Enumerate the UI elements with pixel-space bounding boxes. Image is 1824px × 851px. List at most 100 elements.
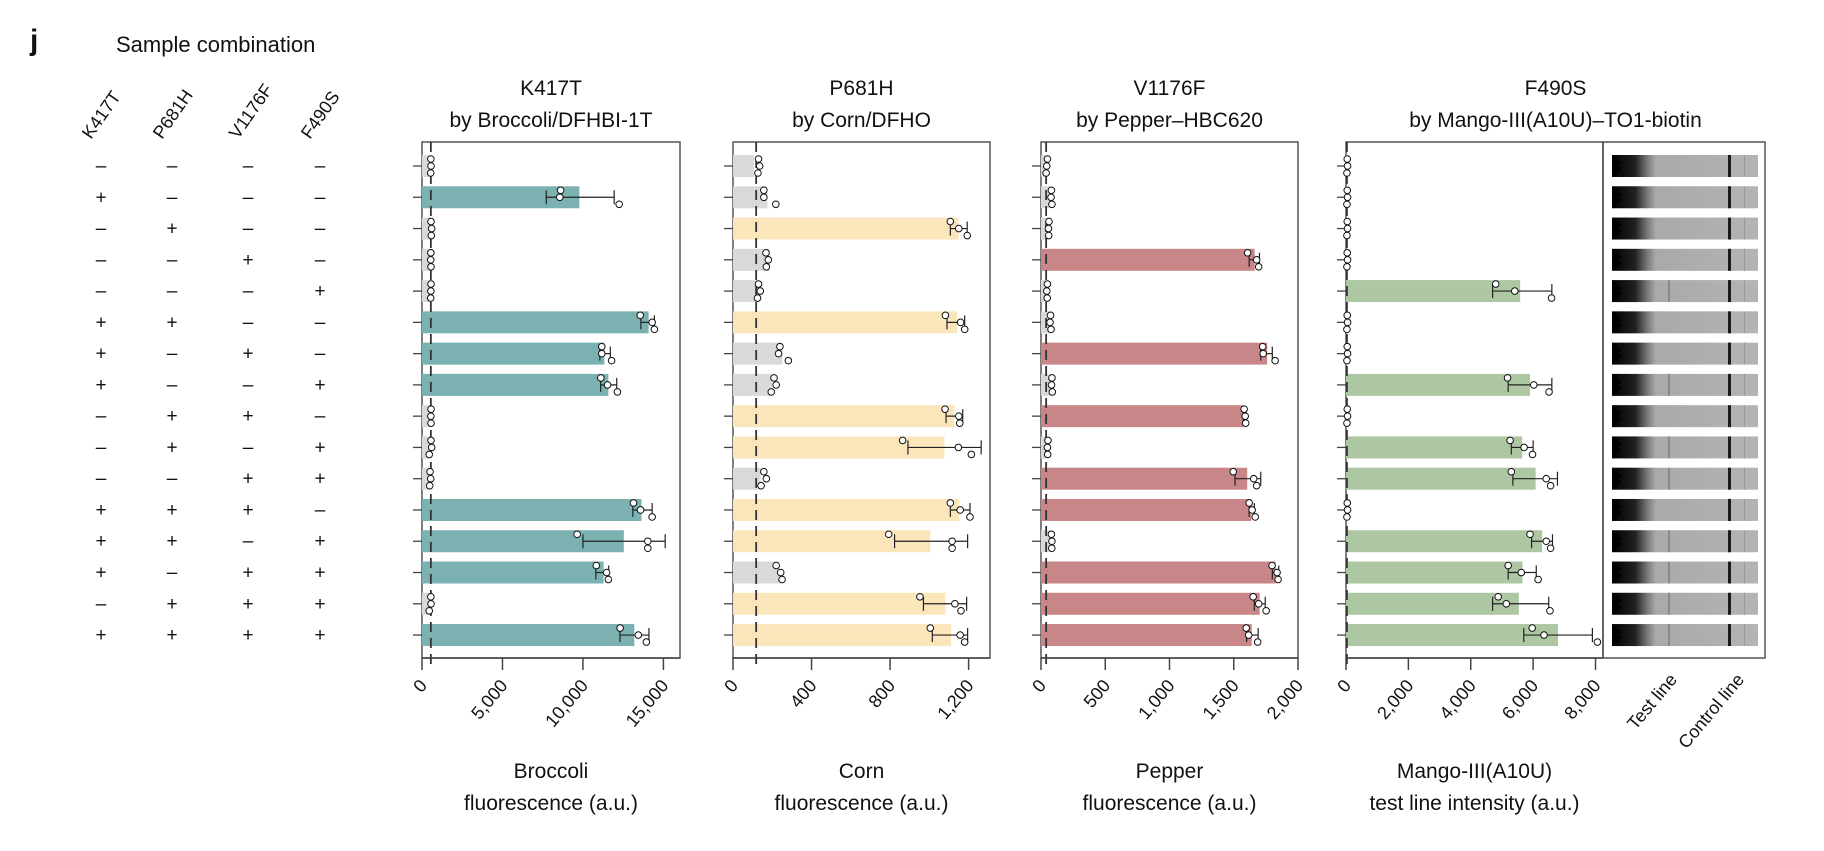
data-point xyxy=(1528,624,1537,632)
sample-cell: + xyxy=(95,375,106,396)
data-point xyxy=(427,231,436,240)
data-point xyxy=(1042,162,1051,170)
sample-cell: – xyxy=(167,563,178,584)
data-point xyxy=(427,162,435,170)
data-point xyxy=(1043,280,1052,288)
sample-cell: + xyxy=(314,563,325,584)
sample-cell: + xyxy=(95,344,106,365)
data-point xyxy=(1343,412,1352,420)
x-tick-label: 0 xyxy=(720,676,742,697)
data-point xyxy=(1044,224,1053,233)
control-line xyxy=(1728,373,1731,396)
data-point xyxy=(1047,544,1056,553)
data-point xyxy=(754,169,762,177)
data-point xyxy=(1042,287,1051,295)
data-point xyxy=(1343,169,1351,177)
data-point xyxy=(636,506,645,514)
data-point xyxy=(1343,311,1352,320)
bar xyxy=(733,373,773,396)
corn-panel: P681H by Corn/DFHO Corn fluorescence (a.u.)… xyxy=(720,77,991,815)
sample-cell: + xyxy=(242,344,253,365)
data-point xyxy=(555,193,564,202)
sample-cell: – xyxy=(167,281,178,302)
data-point xyxy=(1520,443,1528,452)
bar xyxy=(1041,530,1051,553)
sample-cell: – xyxy=(96,406,107,427)
data-point xyxy=(1253,638,1262,646)
data-point xyxy=(957,606,965,615)
data-point xyxy=(1043,294,1051,302)
data-point xyxy=(1529,381,1538,389)
data-point xyxy=(1251,513,1260,521)
pepper-panel: V1176F by Pepper–HBC620 Pepper fluorescence… xyxy=(1028,77,1307,815)
data-point xyxy=(1229,467,1238,476)
data-point xyxy=(1507,467,1516,476)
test-line xyxy=(1668,373,1670,396)
x-tick-label: 0 xyxy=(1333,676,1355,697)
data-point xyxy=(764,256,773,264)
data-point xyxy=(1343,224,1352,233)
bar xyxy=(422,248,430,271)
bar xyxy=(733,155,755,177)
bar xyxy=(1041,498,1252,521)
sample-cell: – xyxy=(315,250,326,271)
strip-end xyxy=(1744,342,1745,365)
data-point xyxy=(427,436,435,445)
gel-strip xyxy=(1612,248,1758,271)
sample-cell: – xyxy=(96,219,107,240)
data-point xyxy=(426,169,435,177)
broccoli-panel: K417T by Broccoli/DFHBI-1T Broccoli fluores… xyxy=(409,77,681,815)
data-point xyxy=(1593,638,1602,646)
x-tick-label: 400 xyxy=(786,676,821,712)
data-point xyxy=(784,356,793,365)
sample-cell: – xyxy=(243,187,254,208)
bar xyxy=(1041,342,1268,365)
sample-pad-mark xyxy=(1612,343,1622,364)
sample-cell: + xyxy=(242,469,253,490)
bar xyxy=(422,217,431,240)
data-point xyxy=(1343,200,1351,209)
bar xyxy=(422,405,431,428)
gel-label-test-line: Test line xyxy=(1623,670,1681,733)
x-tick-label: 500 xyxy=(1080,676,1115,712)
column-header: F490S xyxy=(297,87,344,142)
sample-cell: – xyxy=(243,531,254,552)
data-point xyxy=(754,155,763,163)
data-point xyxy=(951,599,959,608)
test-line xyxy=(1668,530,1670,553)
data-point xyxy=(956,506,964,514)
gel-strip xyxy=(1612,217,1758,240)
sample-cell: – xyxy=(315,312,326,333)
bar xyxy=(733,280,758,303)
data-point xyxy=(650,325,659,334)
bar xyxy=(1346,280,1521,303)
sample-cell: + xyxy=(95,563,106,584)
data-point xyxy=(966,513,974,521)
bar xyxy=(422,373,609,396)
data-point xyxy=(778,575,786,584)
sample-pad-mark xyxy=(1612,562,1622,583)
sample-pad-mark xyxy=(1612,468,1622,489)
data-point xyxy=(1506,436,1514,445)
sample-cell: – xyxy=(96,437,107,458)
data-point xyxy=(1343,155,1352,163)
data-point xyxy=(1546,544,1555,553)
strip-body xyxy=(1612,373,1758,396)
bar xyxy=(1346,561,1523,584)
data-point xyxy=(592,561,601,570)
sample-cell: – xyxy=(167,375,178,396)
data-point xyxy=(1546,606,1554,615)
data-point xyxy=(644,537,652,546)
data-point xyxy=(770,374,778,382)
data-point xyxy=(956,318,965,327)
bar xyxy=(733,217,959,240)
data-point xyxy=(1044,436,1052,445)
data-point xyxy=(1273,568,1281,577)
sample-cell: – xyxy=(167,187,178,208)
data-point xyxy=(948,537,956,546)
x-tick-label: 6,000 xyxy=(1498,676,1542,723)
data-point xyxy=(648,318,656,327)
x-tick-label: 0 xyxy=(409,676,431,697)
sample-cell: – xyxy=(315,219,326,240)
